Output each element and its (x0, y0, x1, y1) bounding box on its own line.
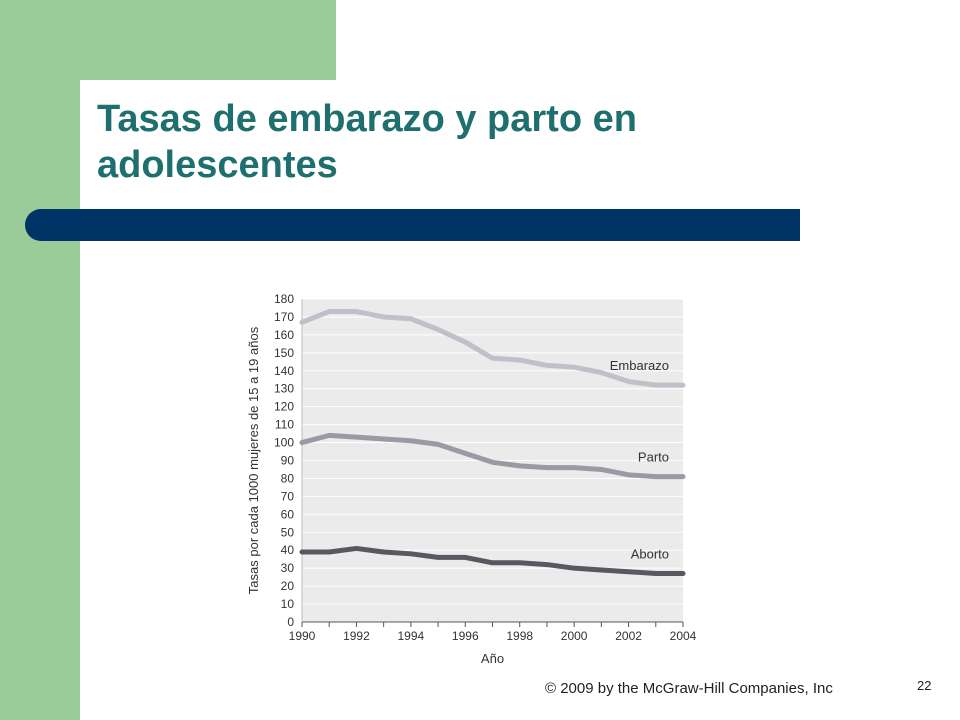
y-tick-label: 60 (281, 507, 295, 521)
y-tick-label: 50 (281, 525, 295, 539)
left-green-band (0, 0, 80, 720)
y-tick-label: 20 (281, 579, 295, 593)
y-tick-label: 120 (274, 400, 294, 414)
series-line-parto (299, 432, 686, 480)
y-tick-label: 170 (274, 310, 294, 324)
y-tick-label: 160 (274, 328, 294, 342)
y-tick-label: 30 (281, 561, 295, 575)
x-tick-label: 2000 (561, 629, 588, 643)
top-green-band (80, 0, 336, 80)
series-label-embarazo: Embarazo (610, 358, 669, 373)
title-underline-bar (25, 209, 800, 241)
x-tick-label: 2004 (670, 629, 696, 643)
y-tick-label: 140 (274, 364, 294, 378)
x-tick-label: 1996 (452, 629, 479, 643)
y-tick-label: 0 (287, 615, 294, 629)
y-tick-label: 110 (275, 418, 294, 432)
y-tick-label: 130 (274, 382, 294, 396)
slide-number: 22 (917, 678, 932, 693)
series-label-parto: Parto (638, 450, 669, 465)
x-axis-title: Año (481, 651, 504, 666)
y-tick-label: 10 (281, 597, 295, 611)
copyright-footer: © 2009 by the McGraw-Hill Companies, Inc (545, 680, 833, 697)
y-tick-label: 150 (274, 346, 294, 360)
series-line-embarazo (299, 309, 686, 388)
y-tick-label: 70 (281, 489, 295, 503)
x-tick-label: 2002 (615, 629, 642, 643)
x-tick-label: 1998 (506, 629, 533, 643)
x-tick-label: 1994 (398, 629, 425, 643)
y-tick-label: 100 (274, 436, 294, 450)
x-tick-label: 1992 (343, 629, 370, 643)
x-tick-label: 1990 (289, 629, 316, 643)
y-tick-label: 180 (274, 292, 294, 306)
series-label-aborto: Aborto (631, 547, 669, 562)
y-tick-label: 80 (281, 471, 295, 485)
y-axis-title: Tasas por cada 1000 mujeres de 15 a 19 a… (246, 326, 261, 594)
y-tick-label: 40 (281, 543, 295, 557)
line-chart: 0 10 20 30 40 50 60 70 80 90 100 110 120 130 140 150 160… (246, 292, 696, 666)
y-tick-label: 90 (281, 454, 295, 468)
series-line-aborto (299, 545, 686, 577)
slide-title: Tasas de embarazo y parto en adolescente… (97, 98, 637, 186)
